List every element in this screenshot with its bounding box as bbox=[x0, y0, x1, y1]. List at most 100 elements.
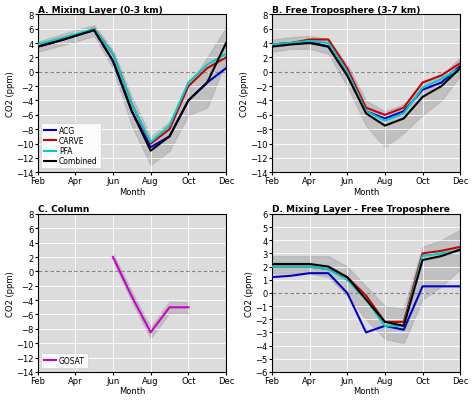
Combined bbox=[288, 43, 293, 48]
Combined bbox=[288, 262, 293, 267]
ACG bbox=[110, 59, 116, 64]
ACG bbox=[401, 328, 407, 332]
Line: CARVE: CARVE bbox=[272, 41, 460, 115]
Y-axis label: CO2 (ppm): CO2 (ppm) bbox=[6, 270, 15, 316]
ACG bbox=[382, 117, 388, 122]
PFA bbox=[288, 42, 293, 47]
Line: ACG: ACG bbox=[272, 273, 460, 332]
CARVE bbox=[110, 52, 116, 57]
PFA bbox=[326, 42, 331, 47]
Combined bbox=[326, 265, 331, 269]
ACG bbox=[54, 40, 59, 45]
ACG bbox=[269, 43, 274, 48]
PFA bbox=[344, 277, 350, 282]
CARVE bbox=[185, 85, 191, 89]
Y-axis label: CO2 (ppm): CO2 (ppm) bbox=[245, 270, 254, 316]
ACG bbox=[288, 42, 293, 47]
GOSAT bbox=[129, 294, 135, 299]
Text: B. Free Troposphere (3-7 km): B. Free Troposphere (3-7 km) bbox=[272, 6, 420, 14]
ACG bbox=[148, 146, 154, 150]
Combined bbox=[185, 99, 191, 103]
Combined bbox=[35, 45, 40, 50]
ACG bbox=[307, 271, 312, 276]
ACG bbox=[326, 45, 331, 50]
Text: C. Column: C. Column bbox=[37, 205, 89, 214]
CARVE bbox=[307, 265, 312, 269]
CARVE bbox=[401, 106, 407, 111]
CARVE bbox=[269, 265, 274, 269]
CARVE bbox=[307, 38, 312, 43]
Combined bbox=[129, 109, 135, 114]
PFA bbox=[363, 298, 369, 302]
PFA bbox=[307, 39, 312, 44]
ACG bbox=[35, 45, 40, 50]
ACG bbox=[288, 274, 293, 279]
CARVE bbox=[204, 67, 210, 71]
PFA bbox=[438, 251, 444, 256]
PFA bbox=[420, 86, 426, 91]
GOSAT bbox=[185, 305, 191, 310]
X-axis label: Month: Month bbox=[118, 387, 145, 395]
ACG bbox=[73, 34, 78, 39]
Combined bbox=[438, 85, 444, 89]
Combined bbox=[73, 34, 78, 39]
Combined bbox=[457, 247, 463, 252]
GOSAT bbox=[148, 330, 154, 335]
Line: ACG: ACG bbox=[37, 31, 226, 148]
Combined bbox=[420, 95, 426, 100]
Combined bbox=[204, 81, 210, 86]
Y-axis label: CO2 (ppm): CO2 (ppm) bbox=[240, 71, 249, 117]
CARVE bbox=[167, 128, 173, 132]
CARVE bbox=[344, 67, 350, 71]
Combined bbox=[420, 258, 426, 263]
Combined bbox=[269, 262, 274, 267]
PFA bbox=[363, 109, 369, 114]
Line: Combined: Combined bbox=[37, 31, 226, 151]
Y-axis label: CO2 (ppm): CO2 (ppm) bbox=[6, 71, 15, 117]
ACG bbox=[307, 40, 312, 45]
PFA bbox=[129, 102, 135, 107]
Legend: ACG, CARVE, PFA, Combined: ACG, CARVE, PFA, Combined bbox=[41, 124, 101, 169]
Combined bbox=[307, 262, 312, 267]
ACG bbox=[438, 81, 444, 86]
Combined bbox=[457, 67, 463, 71]
ACG bbox=[420, 284, 426, 289]
GOSAT bbox=[167, 305, 173, 310]
X-axis label: Month: Month bbox=[353, 187, 379, 196]
X-axis label: Month: Month bbox=[118, 187, 145, 196]
PFA bbox=[73, 33, 78, 38]
CARVE bbox=[326, 38, 331, 43]
PFA bbox=[401, 324, 407, 328]
Combined bbox=[363, 112, 369, 117]
CARVE bbox=[420, 251, 426, 256]
CARVE bbox=[54, 40, 59, 45]
PFA bbox=[420, 254, 426, 259]
ACG bbox=[363, 109, 369, 114]
PFA bbox=[110, 52, 116, 57]
Line: ACG: ACG bbox=[272, 43, 460, 119]
Combined bbox=[91, 28, 97, 33]
CARVE bbox=[269, 43, 274, 48]
GOSAT bbox=[110, 255, 116, 260]
Combined bbox=[54, 40, 59, 45]
ACG bbox=[344, 74, 350, 79]
CARVE bbox=[223, 56, 229, 61]
CARVE bbox=[288, 265, 293, 269]
ACG bbox=[185, 99, 191, 103]
Combined bbox=[148, 149, 154, 154]
PFA bbox=[307, 265, 312, 269]
Line: Combined: Combined bbox=[272, 44, 460, 126]
ACG bbox=[457, 65, 463, 69]
CARVE bbox=[91, 27, 97, 32]
CARVE bbox=[129, 102, 135, 107]
CARVE bbox=[457, 245, 463, 250]
CARVE bbox=[148, 142, 154, 147]
ACG bbox=[91, 28, 97, 33]
CARVE bbox=[382, 320, 388, 324]
Combined bbox=[110, 59, 116, 64]
ACG bbox=[167, 135, 173, 140]
ACG bbox=[204, 81, 210, 86]
PFA bbox=[269, 43, 274, 48]
ACG bbox=[344, 291, 350, 296]
Combined bbox=[401, 117, 407, 122]
